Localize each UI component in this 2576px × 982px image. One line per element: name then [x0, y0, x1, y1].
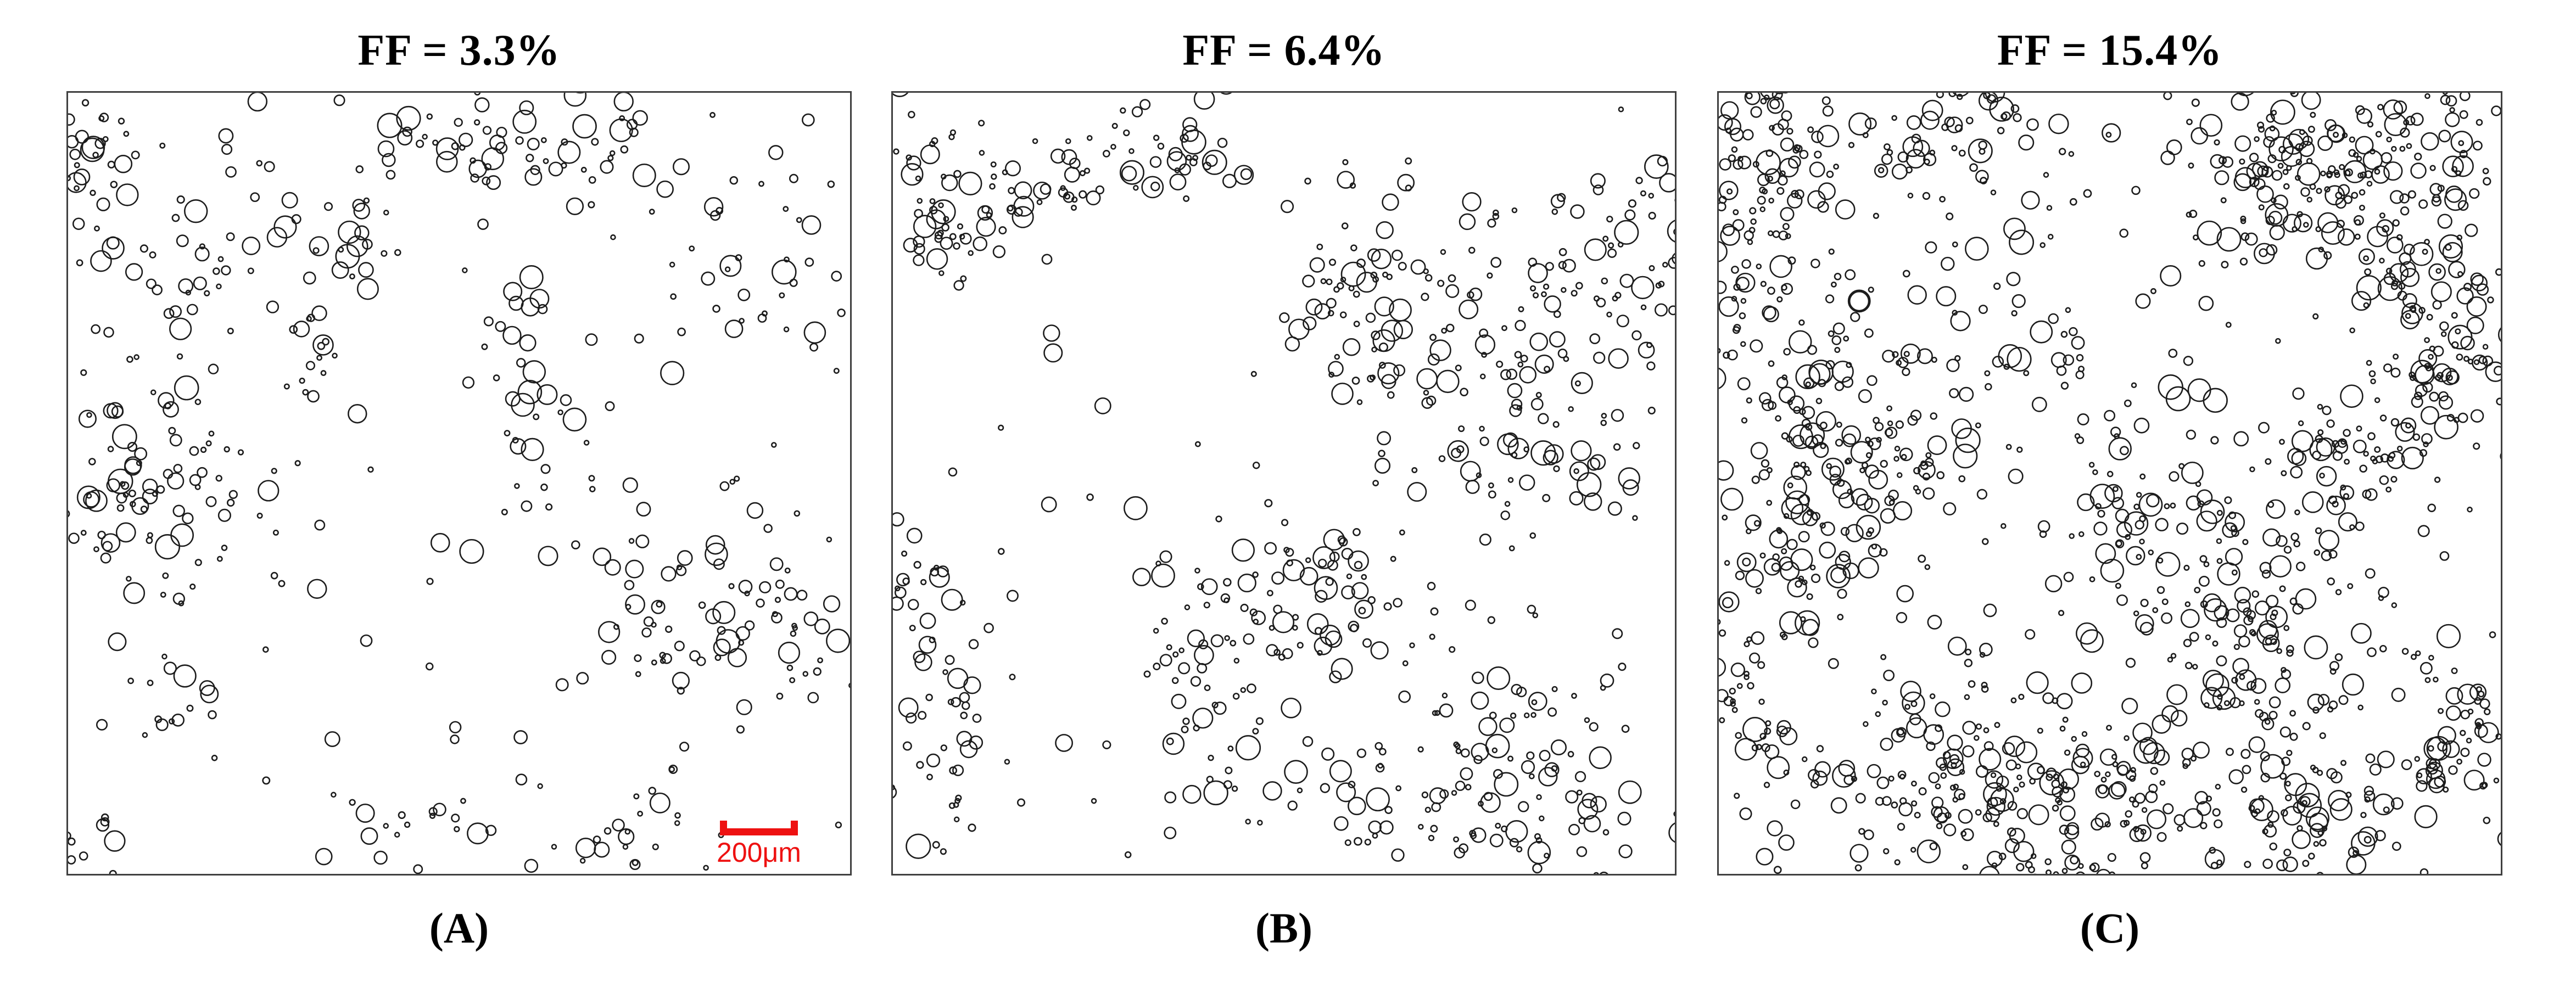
panel-a-plot: 200μm	[66, 91, 852, 876]
panel-b-caption: (B)	[1255, 904, 1312, 952]
particle-scatter-c	[1719, 93, 2501, 874]
panel-b-plot	[891, 91, 1677, 876]
panel-a-title: FF = 3.3%	[357, 26, 561, 75]
scale-bar	[720, 821, 798, 835]
scale-bar-label: 200μm	[717, 837, 801, 868]
panel-c-title: FF = 15.4%	[1997, 26, 2223, 75]
panel-b-title: FF = 6.4%	[1182, 26, 1385, 75]
panel-c-caption: (C)	[2080, 904, 2140, 952]
panel-a-caption: (A)	[429, 904, 489, 952]
particle-scatter-b	[893, 93, 1675, 874]
panel-c-plot	[1717, 91, 2502, 876]
particle-scatter-a	[68, 93, 850, 874]
